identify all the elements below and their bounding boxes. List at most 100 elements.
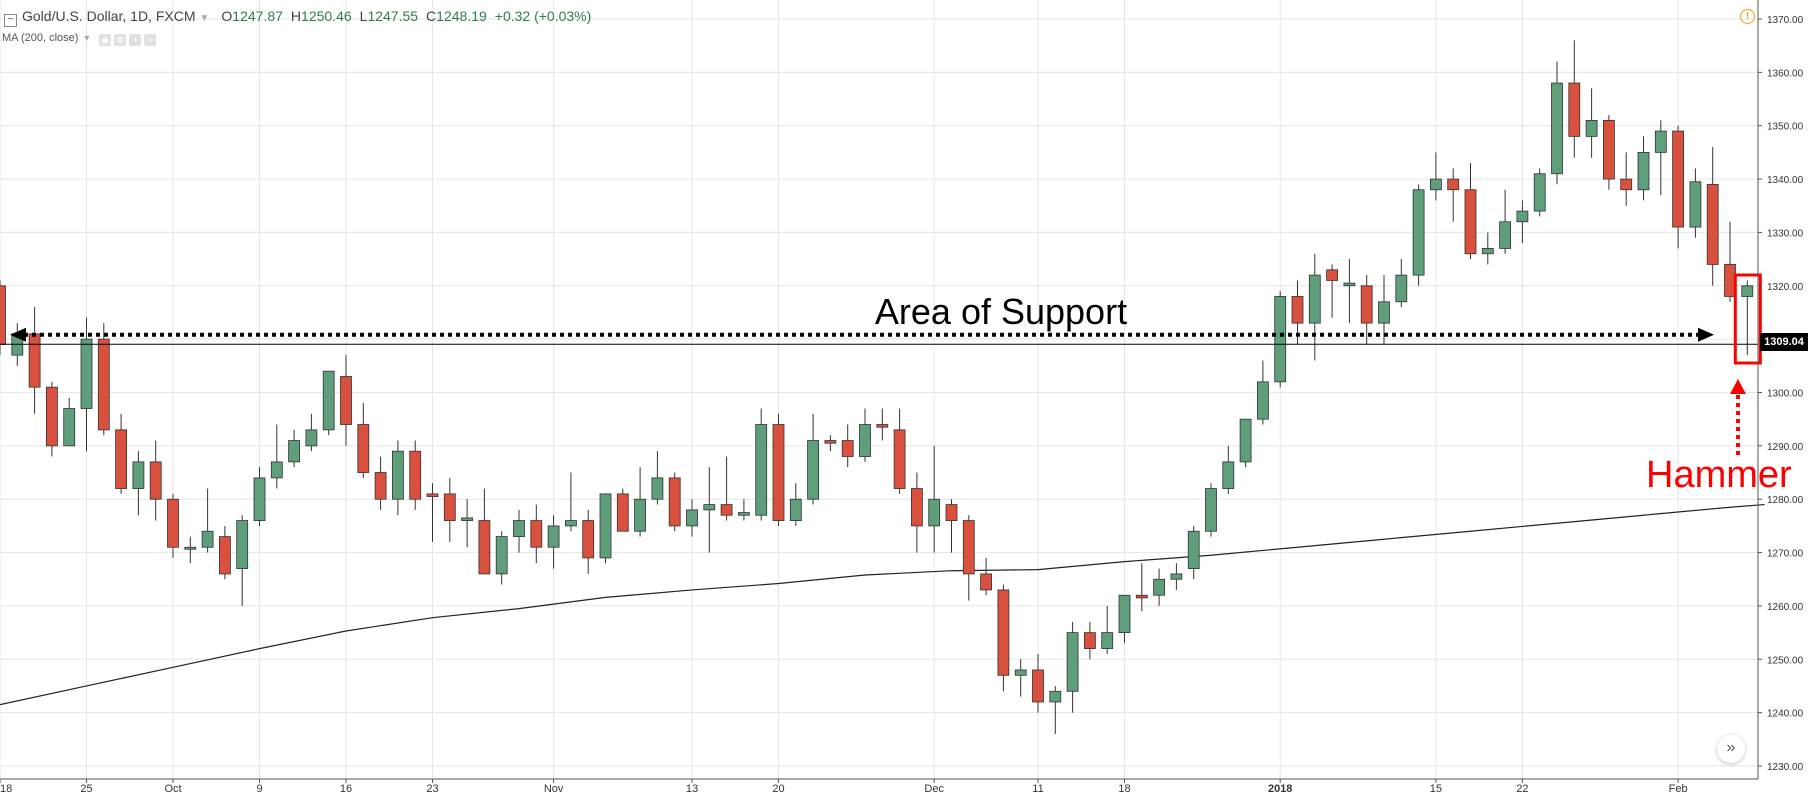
candle-body bbox=[218, 536, 231, 575]
candle bbox=[409, 440, 422, 510]
candle-body bbox=[1153, 578, 1165, 596]
candle-body bbox=[115, 429, 127, 489]
candle-body bbox=[997, 589, 1010, 676]
candle bbox=[513, 509, 525, 553]
candle bbox=[426, 483, 439, 542]
ma-200-line bbox=[0, 503, 1765, 706]
settings-icon[interactable]: ⚙ bbox=[114, 34, 127, 46]
candle bbox=[1568, 40, 1581, 158]
candle-body bbox=[962, 520, 975, 575]
candle-body bbox=[322, 370, 335, 431]
candle-body bbox=[582, 520, 595, 559]
candle bbox=[824, 435, 837, 452]
y-tick-label: 1250.00 bbox=[1767, 655, 1804, 666]
candle bbox=[1084, 621, 1096, 660]
candle-body bbox=[599, 493, 612, 559]
candle bbox=[115, 413, 127, 494]
candle bbox=[911, 472, 923, 553]
candle-body bbox=[824, 440, 837, 444]
candle bbox=[288, 429, 301, 468]
collapse-icon[interactable]: − bbox=[4, 14, 17, 27]
candle-body bbox=[1326, 269, 1338, 281]
candle-body bbox=[1499, 221, 1511, 249]
candle bbox=[1516, 200, 1529, 244]
candle bbox=[876, 408, 889, 441]
x-tick-label: 20 bbox=[772, 783, 784, 795]
candle-body bbox=[616, 493, 629, 532]
indicator-chevron-icon[interactable]: ▼ bbox=[82, 33, 92, 43]
candle-body bbox=[97, 338, 110, 431]
candle bbox=[582, 509, 595, 574]
candle bbox=[634, 467, 646, 537]
visibility-icon[interactable]: ◉ bbox=[99, 34, 112, 46]
candle-body bbox=[1516, 210, 1529, 223]
candle-body bbox=[357, 424, 370, 473]
support-arrow-left bbox=[10, 327, 26, 342]
candle bbox=[1620, 152, 1633, 206]
candle-body bbox=[1014, 669, 1027, 676]
candle bbox=[738, 499, 750, 521]
indicator-name: MA (200, close) bbox=[2, 32, 79, 44]
candle-body bbox=[1205, 488, 1217, 532]
chevron-down-icon[interactable]: ▼ bbox=[199, 13, 210, 24]
candle-body bbox=[1066, 632, 1079, 692]
y-tick-label: 1350.00 bbox=[1767, 122, 1804, 133]
symbol-name: Gold/U.S. Dollar, 1D, FXCM bbox=[22, 8, 196, 24]
candle-body bbox=[1412, 189, 1425, 276]
candle bbox=[1326, 264, 1338, 318]
x-tick-label: 11 bbox=[1032, 783, 1043, 795]
close-label: C bbox=[426, 8, 437, 24]
candle-body bbox=[1637, 151, 1650, 191]
candle-body bbox=[1689, 181, 1702, 228]
candle bbox=[443, 477, 456, 542]
candle-body bbox=[1239, 418, 1252, 463]
candle-body bbox=[443, 493, 456, 521]
candle-body bbox=[1706, 184, 1719, 265]
x-tick-label: 9 bbox=[256, 783, 262, 795]
candle bbox=[1066, 621, 1079, 713]
candle-body bbox=[340, 376, 352, 425]
hammer-arrow-head bbox=[1730, 379, 1746, 394]
candle bbox=[1187, 525, 1200, 580]
candle bbox=[340, 355, 352, 446]
candle-body bbox=[46, 386, 58, 447]
candle-body bbox=[789, 498, 802, 521]
remove-icon[interactable]: × bbox=[144, 34, 157, 46]
candle bbox=[1585, 88, 1598, 158]
warning-icon[interactable]: ! bbox=[1740, 9, 1755, 24]
candle-body bbox=[928, 498, 941, 527]
candle-body bbox=[374, 472, 387, 500]
add-icon[interactable]: + bbox=[129, 34, 142, 46]
candle-body bbox=[1032, 669, 1044, 703]
support-label: Area of Support bbox=[875, 291, 1127, 332]
candle bbox=[807, 413, 819, 505]
candle-body bbox=[63, 408, 76, 447]
candle-body bbox=[1101, 632, 1114, 650]
candle bbox=[1360, 275, 1373, 345]
candle bbox=[928, 445, 941, 553]
candle-body bbox=[1672, 130, 1684, 228]
candle bbox=[167, 493, 179, 558]
y-tick-label: 1330.00 bbox=[1767, 228, 1804, 239]
candle-body bbox=[1603, 119, 1615, 180]
candle-body bbox=[565, 520, 577, 527]
candle bbox=[1170, 563, 1183, 590]
ma-line-layer bbox=[0, 503, 1765, 706]
candle-body bbox=[980, 573, 992, 591]
candle-body bbox=[1049, 690, 1062, 703]
candle-body bbox=[184, 546, 197, 550]
candle-body bbox=[270, 461, 283, 479]
y-tick-label: 1230.00 bbox=[1767, 762, 1804, 773]
candle-body bbox=[1378, 301, 1390, 324]
candle-body bbox=[236, 520, 249, 569]
candle-body bbox=[167, 498, 179, 548]
candle bbox=[1014, 659, 1027, 697]
candle bbox=[841, 424, 854, 468]
candle-body bbox=[409, 450, 422, 500]
x-tick-label: Dec bbox=[924, 783, 944, 795]
candle-body bbox=[1620, 178, 1633, 191]
candle bbox=[132, 451, 145, 516]
scroll-to-latest-button[interactable]: » bbox=[1717, 735, 1745, 763]
candle-body bbox=[1187, 530, 1200, 569]
